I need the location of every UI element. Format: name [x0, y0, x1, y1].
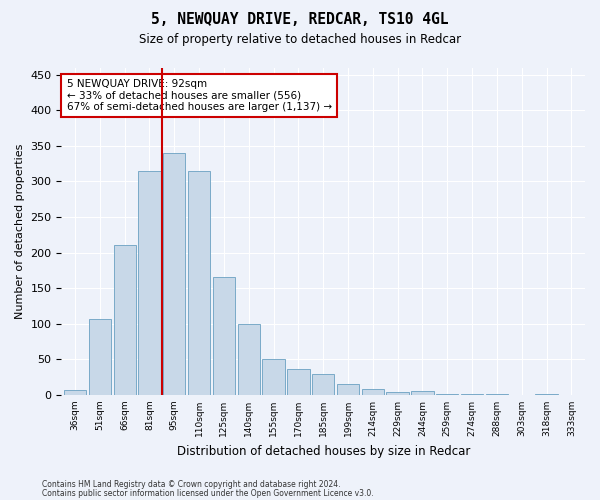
Bar	[362, 388, 384, 395]
Bar	[113, 246, 136, 395]
Bar	[535, 394, 558, 395]
Bar	[89, 320, 111, 395]
Bar	[486, 394, 508, 395]
Bar	[238, 324, 260, 395]
Bar	[64, 390, 86, 395]
Bar	[262, 360, 285, 395]
Bar	[337, 384, 359, 395]
Bar	[386, 392, 409, 395]
Bar	[287, 370, 310, 395]
Bar	[461, 394, 483, 395]
Bar	[213, 278, 235, 395]
Bar	[139, 170, 161, 395]
Text: 5, NEWQUAY DRIVE, REDCAR, TS10 4GL: 5, NEWQUAY DRIVE, REDCAR, TS10 4GL	[151, 12, 449, 28]
Bar	[188, 170, 210, 395]
Bar	[163, 153, 185, 395]
X-axis label: Distribution of detached houses by size in Redcar: Distribution of detached houses by size …	[176, 444, 470, 458]
Y-axis label: Number of detached properties: Number of detached properties	[15, 144, 25, 319]
Text: Contains HM Land Registry data © Crown copyright and database right 2024.: Contains HM Land Registry data © Crown c…	[42, 480, 341, 489]
Bar	[436, 394, 458, 395]
Bar	[312, 374, 334, 395]
Bar	[411, 392, 434, 395]
Text: Size of property relative to detached houses in Redcar: Size of property relative to detached ho…	[139, 32, 461, 46]
Text: 5 NEWQUAY DRIVE: 92sqm
← 33% of detached houses are smaller (556)
67% of semi-de: 5 NEWQUAY DRIVE: 92sqm ← 33% of detached…	[67, 79, 332, 112]
Text: Contains public sector information licensed under the Open Government Licence v3: Contains public sector information licen…	[42, 489, 374, 498]
